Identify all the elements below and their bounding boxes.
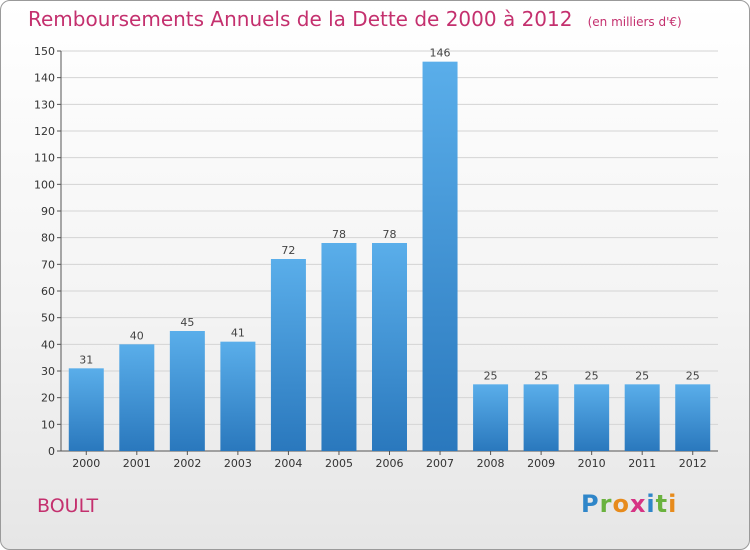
bar: [372, 243, 407, 451]
x-tick-label: 2008: [477, 457, 505, 470]
logo-letter: t: [655, 490, 669, 518]
bar: [68, 368, 104, 451]
x-tick-label: 2000: [72, 457, 100, 470]
y-tick-label: 130: [34, 98, 55, 111]
x-tick-labels: 2000 2001 2002 2003 2004 2005 2006 2007 2008 2009…: [72, 457, 706, 470]
bar-value-label: 78: [383, 228, 397, 241]
x-tick-label: 2005: [325, 457, 353, 470]
y-tick-label: 40: [41, 338, 55, 351]
chart-subtitle: (en milliers d'€): [587, 15, 682, 29]
bar-value-label: 25: [534, 369, 548, 382]
logo-letter: r: [599, 490, 613, 518]
bar: [473, 384, 509, 451]
bar-value-label: 45: [180, 316, 194, 329]
x-tick-label: 2009: [527, 457, 555, 470]
y-tick-label: 20: [41, 392, 55, 405]
bar: [422, 61, 458, 452]
y-tick-label: 50: [41, 312, 55, 325]
logo-letter: x: [629, 490, 647, 518]
bar: [270, 259, 306, 451]
bar: [675, 384, 711, 451]
y-tick-labels: 0 10 20 30 40 50 60 70 80 90 100 110 120 130 140 150: [34, 45, 55, 458]
x-tick-label: 2006: [376, 457, 404, 470]
y-tick-label: 10: [41, 418, 55, 431]
bar-value-label: 25: [585, 369, 599, 382]
y-tick-label: 30: [41, 365, 55, 378]
y-tick-label: 140: [34, 72, 55, 85]
bar-value-label: 25: [635, 369, 649, 382]
x-tick-label: 2012: [679, 457, 707, 470]
y-tick-label: 70: [41, 258, 55, 271]
bar-value-label: 31: [79, 353, 93, 366]
x-tick-label: 2007: [426, 457, 454, 470]
chart-title: Remboursements Annuels de la Dette de 20…: [28, 7, 573, 31]
chart-title-block: Remboursements Annuels de la Dette de 20…: [28, 7, 682, 31]
bar: [119, 344, 155, 451]
x-tick-label: 2010: [578, 457, 606, 470]
x-tick-label: 2003: [224, 457, 252, 470]
bar: [574, 384, 610, 451]
bar-value-label: 40: [130, 329, 144, 342]
logo-letter: o: [612, 490, 630, 518]
bar: [624, 384, 660, 451]
y-tick-label: 120: [34, 125, 55, 138]
proxiti-logo: Proxiti: [581, 490, 677, 518]
y-tick-label: 60: [41, 285, 55, 298]
bar: [220, 341, 256, 451]
bar-value-label: 146: [430, 47, 451, 60]
bars: [68, 61, 711, 452]
y-tick-label: 150: [34, 45, 55, 58]
bar: [169, 331, 205, 451]
y-tick-label: 90: [41, 205, 55, 218]
bar-value-label: 25: [686, 369, 700, 382]
logo-letter: i: [668, 490, 678, 518]
bar: [321, 243, 357, 451]
x-tick-label: 2002: [173, 457, 201, 470]
bar-value-label: 41: [231, 327, 245, 340]
place-name: BOULT: [37, 495, 99, 517]
y-tick-label: 80: [41, 232, 55, 245]
x-tick-label: 2001: [123, 457, 151, 470]
x-tick-label: 2011: [628, 457, 656, 470]
value-labels: 31 40 45 41 72 78 78 146 25 25 25 25 25: [79, 47, 699, 383]
bar-value-label: 25: [484, 369, 498, 382]
logo-letter: i: [646, 490, 656, 518]
y-tick-label: 100: [34, 178, 55, 191]
y-tick-label: 110: [34, 152, 55, 165]
bar-value-label: 72: [281, 244, 295, 257]
logo-letter: P: [581, 490, 600, 518]
bar: [523, 384, 559, 451]
bar-value-label: 78: [332, 228, 346, 241]
x-tick-label: 2004: [274, 457, 302, 470]
y-tick-label: 0: [48, 445, 55, 458]
